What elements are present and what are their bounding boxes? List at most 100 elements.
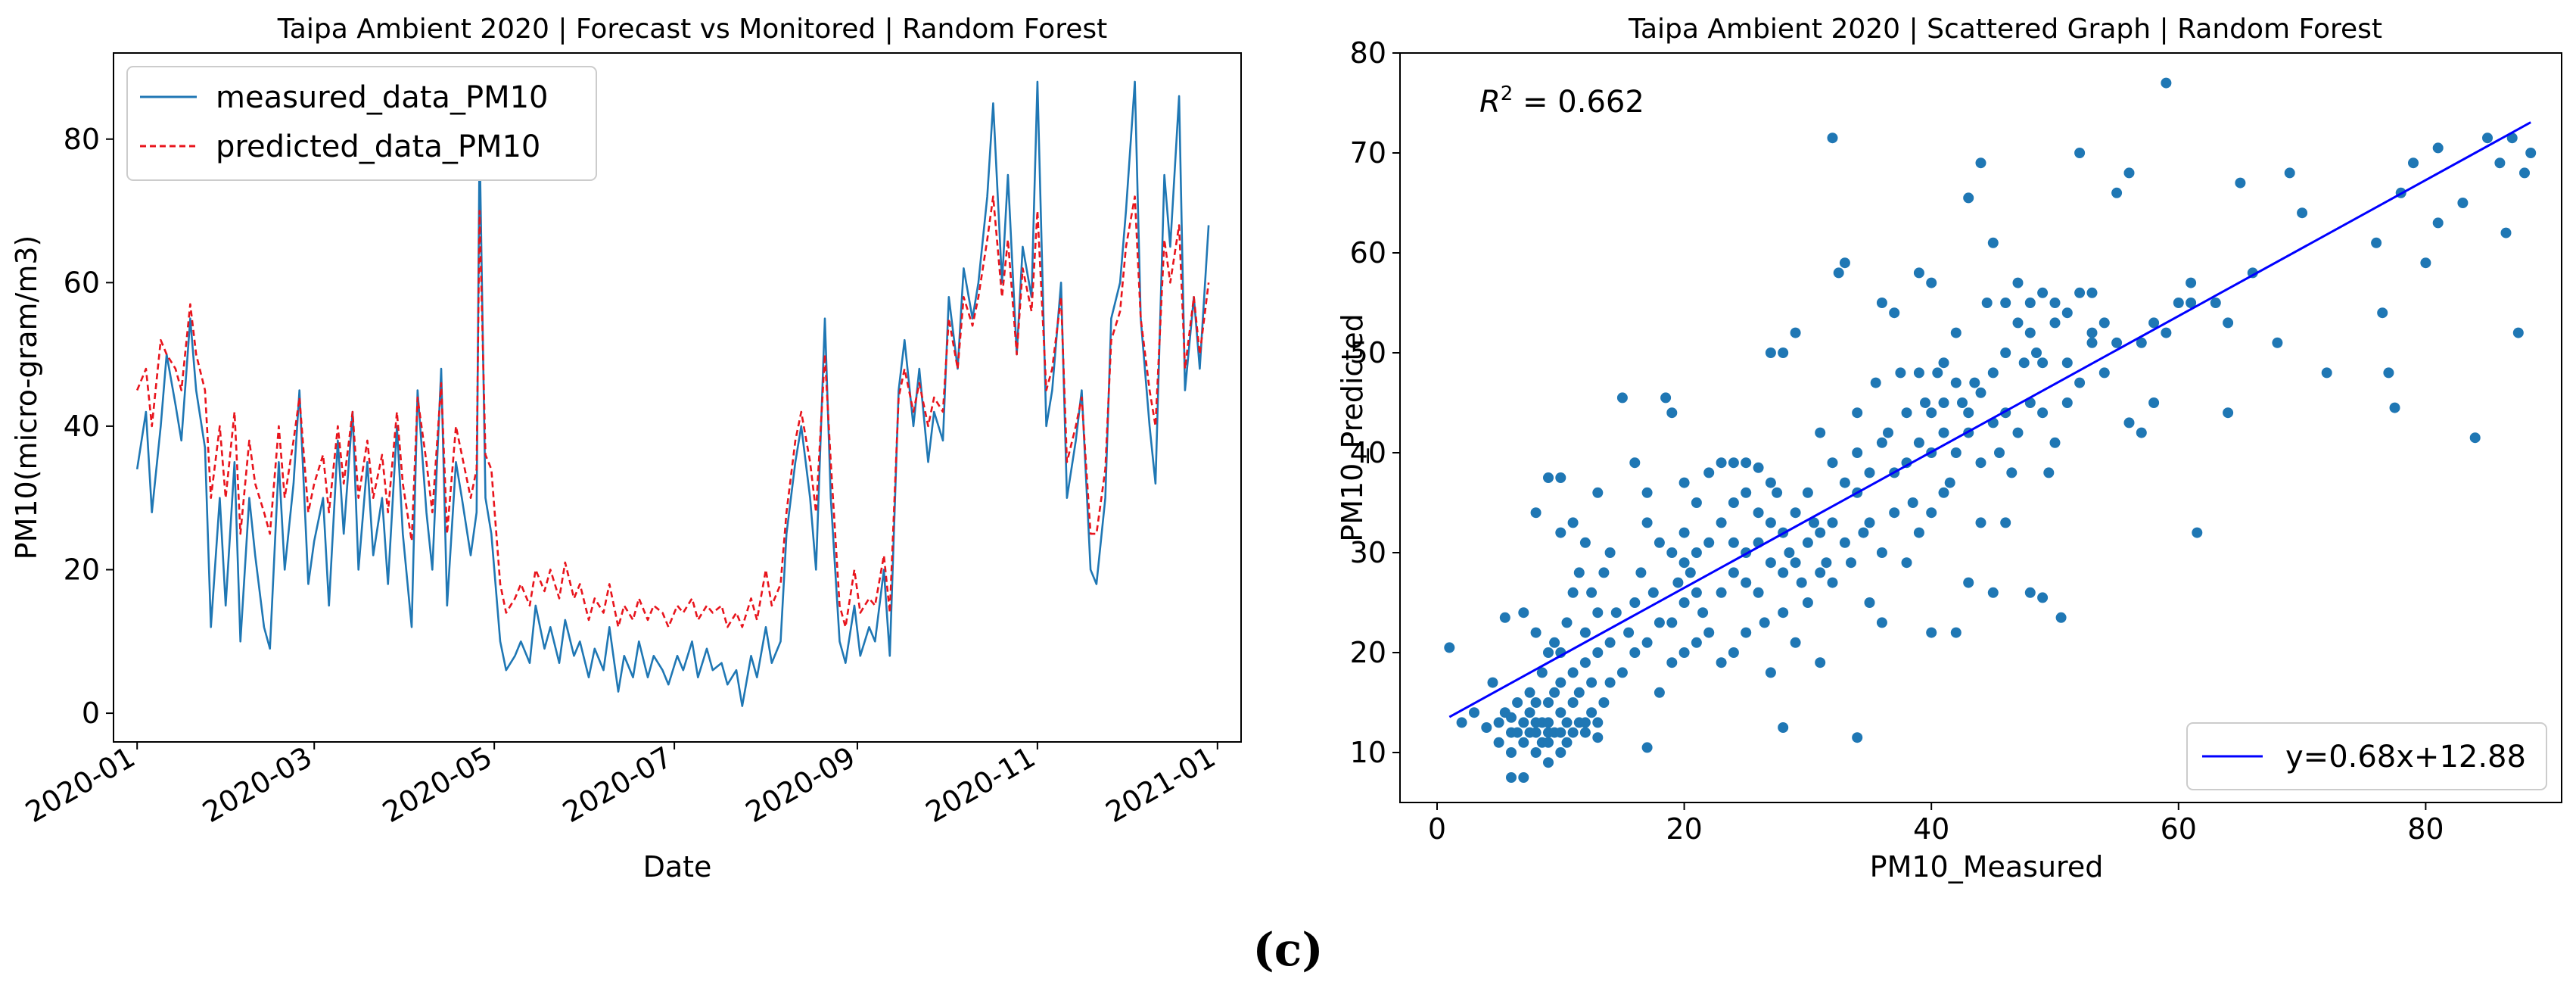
scatter-chart-legend: y=0.68x+12.88 <box>2186 722 2547 790</box>
scatter-point <box>2186 298 2197 308</box>
scatter-point <box>1678 477 1690 488</box>
scatter-point <box>2012 317 2024 329</box>
scatter-point <box>2494 157 2506 169</box>
scatter-point <box>1506 712 1517 723</box>
scatter-point <box>1678 557 1690 569</box>
scatter-point <box>2018 357 2030 369</box>
scatter-point <box>2049 437 2061 448</box>
scatter-point <box>2457 198 2469 208</box>
scatter-chart-ylabel: PM10_Predicted <box>1336 313 1369 541</box>
scatter-point <box>1518 717 1529 728</box>
scatter-point <box>1876 547 1887 558</box>
scatter-chart-panel: Taipa Ambient 2020 | Scattered Graph | R… <box>1336 14 2562 883</box>
scatter-point <box>1790 327 1801 338</box>
scatter-point <box>1654 537 1665 548</box>
scatter-point <box>1567 517 1579 528</box>
scatter-point <box>1481 722 1492 733</box>
scatter-point <box>2235 177 2246 189</box>
scatter-point <box>1913 437 1924 448</box>
scatter-point <box>1579 727 1591 738</box>
scatter-point <box>1543 757 1554 768</box>
scatter-point <box>1815 657 1826 668</box>
line-chart-panel: Taipa Ambient 2020 | Forecast vs Monitor… <box>10 14 1242 883</box>
scatter-point <box>1604 677 1616 688</box>
scatter-point <box>2086 287 2098 298</box>
scatter-point <box>1784 547 1795 558</box>
scatter-point <box>1790 637 1801 648</box>
scatter-point <box>1579 537 1591 548</box>
y-tick-label: 70 <box>1350 136 1386 170</box>
scatter-point <box>1561 737 1573 748</box>
scatter-point <box>1883 427 1893 438</box>
y-tick-label: 20 <box>1350 636 1386 669</box>
scatter-point <box>1703 627 1715 638</box>
scatter-point <box>2043 467 2055 478</box>
scatter-point <box>1641 487 1653 498</box>
x-tick-label: 2020-01 <box>20 740 141 829</box>
scatter-point <box>1549 637 1560 648</box>
scatter-point <box>1716 657 1727 668</box>
scatter-point <box>1753 507 1764 519</box>
scatter-point <box>1697 607 1709 619</box>
scatter-point <box>2377 307 2388 319</box>
y-tick-label: 60 <box>64 266 100 299</box>
scatter-point <box>1963 192 1974 204</box>
legend-predicted-label: predicted_data_PM10 <box>216 129 540 164</box>
scatter-point <box>1802 597 1813 608</box>
y-tick-label: 20 <box>64 553 100 587</box>
scatter-point <box>1716 587 1727 598</box>
scatter-point <box>1920 397 1930 408</box>
scatter-point <box>1901 407 1912 419</box>
scatter-point <box>2297 207 2308 219</box>
scatter-point <box>1987 237 1999 248</box>
legend-box <box>126 66 597 181</box>
scatter-point <box>1469 707 1479 718</box>
scatter-point <box>1654 687 1665 698</box>
scatter-point <box>1555 527 1566 538</box>
r-squared-superscript: 2 <box>1501 83 1514 105</box>
scatter-point <box>2086 327 2098 338</box>
scatter-point <box>1772 487 1783 498</box>
y-tick-label: 10 <box>1350 736 1386 769</box>
scatter-point <box>2482 132 2493 144</box>
scatter-point <box>2186 277 2197 288</box>
scatter-point <box>2512 327 2524 338</box>
scatter-point <box>2389 402 2400 413</box>
scatter-point <box>1543 737 1554 748</box>
scatter-point <box>2037 592 2049 603</box>
scatter-chart-xlabel: PM10_Measured <box>1870 850 2104 883</box>
line-chart-ylabel: PM10(micro-gram/m3) <box>10 235 43 560</box>
scatter-point <box>1809 517 1819 528</box>
scatter-point <box>1987 587 1999 598</box>
scatter-point <box>2000 298 2011 308</box>
scatter-point <box>1790 507 1801 519</box>
scatter-point <box>1827 517 1838 528</box>
scatter-point <box>1975 387 1986 398</box>
scatter-point <box>1555 707 1566 718</box>
scatter-point <box>1685 567 1696 578</box>
legend-measured-label: measured_data_PM10 <box>216 80 548 115</box>
scatter-point <box>1932 367 1943 379</box>
scatter-point <box>1926 627 1937 638</box>
scatter-point <box>2525 148 2537 158</box>
scatter-point <box>1926 507 1937 519</box>
scatter-point <box>1765 517 1776 528</box>
scatter-point <box>1586 587 1598 598</box>
scatter-point <box>1579 717 1591 728</box>
scatter-point <box>1666 657 1678 668</box>
scatter-point <box>1950 327 1962 338</box>
scatter-point <box>1567 667 1579 678</box>
scatter-point <box>1592 487 1604 498</box>
scatter-point <box>2469 432 2481 444</box>
scatter-point <box>1778 567 1789 578</box>
scatter-point <box>1987 367 1999 379</box>
scatter-point <box>2098 367 2110 379</box>
scatter-point <box>1506 747 1517 758</box>
scatter-point <box>2500 227 2512 238</box>
y-tick-label: 60 <box>1350 236 1386 270</box>
scatter-point <box>1901 457 1912 469</box>
scatter-point <box>1728 647 1739 658</box>
scatter-point <box>1963 577 1974 588</box>
scatter-point <box>1950 377 1962 388</box>
